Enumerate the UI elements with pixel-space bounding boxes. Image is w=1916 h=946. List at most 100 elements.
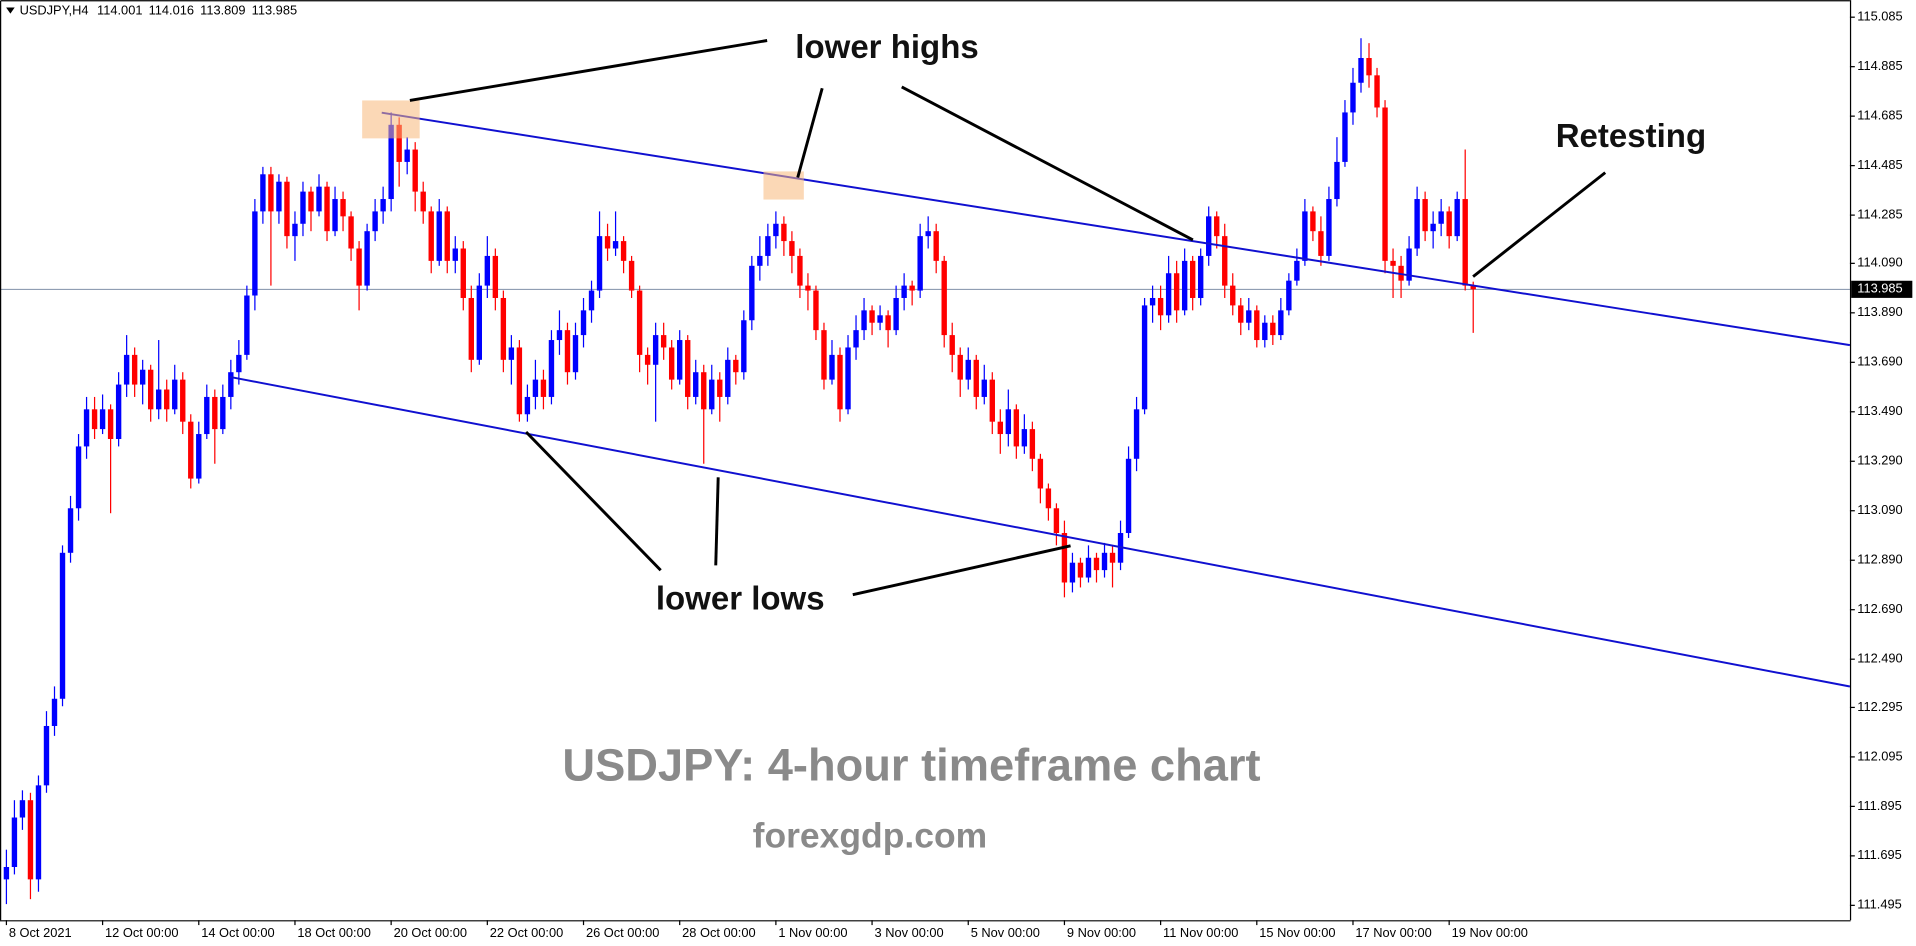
candle-body [572,335,579,373]
candle-body [580,310,587,336]
candle-body [965,359,971,380]
candle-body [548,340,555,397]
candle-body [1053,508,1060,534]
ohlc-label: 114.016 [149,3,194,18]
candle-body [861,310,867,331]
candle-body [1246,310,1252,323]
candle-body [564,330,571,373]
candle-body [51,698,58,726]
x-tick-label: 28 Oct 00:00 [682,925,755,940]
candle-body [957,354,963,380]
upper-trendline [381,111,1851,347]
candle-body [276,181,282,212]
candle-body [236,354,242,373]
candle-body [1021,429,1028,447]
candle-body [1310,211,1316,232]
candle-body [188,421,194,479]
x-tick-label: 18 Oct 00:00 [297,925,370,940]
candle-body [1278,310,1284,336]
candle-body [997,421,1004,435]
candle-body [709,379,715,410]
candle-body [693,372,699,397]
candle-body [356,248,362,286]
x-tick-label: 14 Oct 00:00 [201,925,274,940]
candle-body [1077,562,1084,578]
candle-body [741,320,747,373]
candle-body [1141,305,1148,410]
y-tick-label: 114.885 [1857,58,1902,73]
candle-body [1454,199,1460,237]
candle-body [636,290,643,355]
candle-body [1390,260,1396,266]
candle-body [612,241,619,249]
candle-body [1045,488,1052,509]
candle-body [909,285,915,291]
annotation: lower highs [795,28,978,65]
y-tick-label: 112.490 [1857,651,1902,666]
candle-body [1382,107,1388,261]
candle-body [11,817,18,867]
candle-body [837,354,843,410]
y-tick-label: 112.295 [1857,699,1902,714]
candle-body [75,446,82,509]
candle-body [556,330,563,341]
candle-body [1470,285,1476,290]
candle-body [212,396,218,430]
ohlc-label: 114.001 [97,3,142,18]
x-tick-label: 1 Nov 00:00 [778,925,847,940]
candle-body [805,285,811,291]
y-tick-label: 114.090 [1857,255,1902,270]
candle-body [1101,552,1108,571]
candle-body [180,379,186,422]
candle-body [420,191,426,212]
candle-body [1358,58,1364,83]
y-tick-label: 113.090 [1857,502,1902,517]
candle-body [717,379,723,397]
header-arrow [6,7,15,14]
candle-body [284,181,290,237]
candle-body [1254,310,1260,341]
candle-body [845,347,851,410]
y-tick-label: 111.895 [1857,798,1901,813]
candle-body [372,211,378,232]
candle-body [1350,82,1356,113]
candle-body [292,223,298,237]
candle-body [797,255,803,286]
x-tick-label: 22 Oct 00:00 [490,925,563,940]
candle-body [476,285,483,360]
y-tick-label: 112.890 [1857,552,1902,567]
y-tick-label: 112.690 [1857,601,1902,616]
x-tick-label: 11 Nov 00:00 [1163,925,1238,940]
candle-body [1422,199,1428,232]
candle-body [1374,75,1380,108]
chart-title: USDJPY: 4-hour timeframe chart [562,739,1260,790]
candle-body [1238,305,1244,323]
candle-body [1165,273,1172,316]
candle-body [765,236,771,256]
pointer-line [901,85,1194,242]
candle-body [492,255,499,298]
candle-body [1013,409,1020,447]
pointer-line [796,87,824,178]
candle-body [1189,260,1196,298]
candle-body [164,389,170,410]
candle-body [1430,223,1436,232]
candle-body [532,379,539,397]
candle-body [1085,557,1092,578]
candle-body [1029,429,1036,459]
candle-body [428,211,434,261]
candle-body [67,508,74,553]
candle-body [1069,562,1076,583]
candle-body [3,866,10,880]
candle-body [147,369,154,410]
candle-body [1230,285,1236,306]
y-tick-label: 114.685 [1857,108,1902,123]
candle-body [444,211,450,261]
candle-body [1286,280,1292,311]
annotation: lower lows [656,580,825,617]
candle-body [1342,112,1348,162]
candle-body [316,186,322,212]
candle-body [869,310,875,323]
candle-body [364,231,370,286]
